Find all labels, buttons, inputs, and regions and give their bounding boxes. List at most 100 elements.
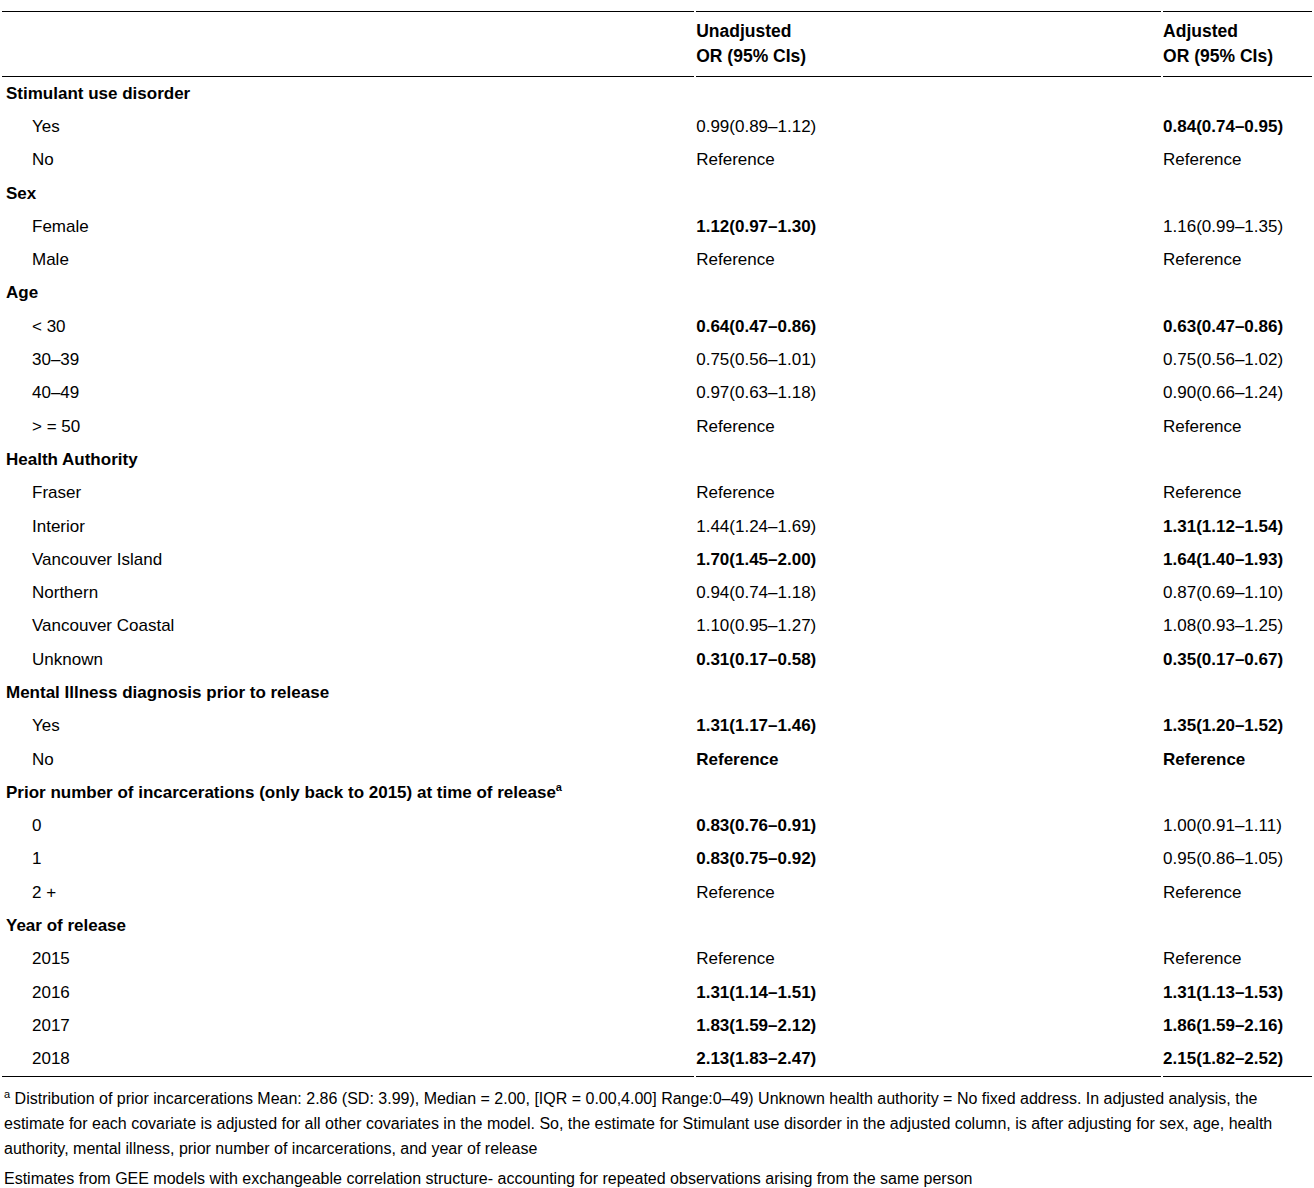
- adjusted-value: 1.64(1.40–1.93): [1163, 543, 1312, 576]
- adjusted-value: 0.87(0.69–1.10): [1163, 576, 1312, 609]
- unadjusted-value: Reference: [696, 876, 1161, 909]
- unadjusted-value: Reference: [696, 144, 1161, 177]
- data-row: 10.83(0.75–0.92)0.95(0.86–1.05): [2, 843, 1312, 876]
- section-label: Stimulant use disorder: [2, 77, 694, 110]
- unadjusted-value: 0.99(0.89–1.12): [696, 110, 1161, 143]
- unadjusted-value: 1.12(0.97–1.30): [696, 210, 1161, 243]
- unadjusted-value: 0.83(0.76–0.91): [696, 810, 1161, 843]
- adjusted-cell-empty: [1163, 277, 1312, 310]
- data-row: Vancouver Island1.70(1.45–2.00)1.64(1.40…: [2, 543, 1312, 576]
- adjusted-value: Reference: [1163, 743, 1312, 776]
- row-label: 40–49: [2, 377, 694, 410]
- footnote-gee: Estimates from GEE models with exchangea…: [4, 1166, 1300, 1188]
- unadjusted-value: Reference: [696, 243, 1161, 276]
- data-row: NoReferenceReference: [2, 144, 1312, 177]
- adjusted-value: 0.95(0.86–1.05): [1163, 843, 1312, 876]
- adjusted-cell-empty: [1163, 909, 1312, 942]
- unadjusted-value: Reference: [696, 477, 1161, 510]
- section-label-footnote-marker: a: [556, 781, 562, 793]
- section-header-row: Year of release: [2, 909, 1312, 942]
- adjusted-value: 1.00(0.91–1.11): [1163, 810, 1312, 843]
- data-row: 20182.13(1.83–2.47)2.15(1.82–2.52): [2, 1043, 1312, 1077]
- unadjusted-cell-empty: [696, 177, 1161, 210]
- unadjusted-value: 1.70(1.45–2.00): [696, 543, 1161, 576]
- adjusted-value: Reference: [1163, 144, 1312, 177]
- row-label: 30–39: [2, 343, 694, 376]
- data-row: Unknown0.31(0.17–0.58)0.35(0.17–0.67): [2, 643, 1312, 676]
- section-header-row: Sex: [2, 177, 1312, 210]
- row-label: No: [2, 743, 694, 776]
- header-unadjusted-line2: OR (95% CIs): [696, 44, 1161, 69]
- section-header-row: Health Authority: [2, 443, 1312, 476]
- adjusted-value: 1.31(1.12–1.54): [1163, 510, 1312, 543]
- unadjusted-value: 2.13(1.83–2.47): [696, 1043, 1161, 1077]
- footnote-a: a Distribution of prior incarcerations M…: [4, 1086, 1300, 1161]
- adjusted-value: 1.86(1.59–2.16): [1163, 1009, 1312, 1042]
- unadjusted-value: 1.83(1.59–2.12): [696, 1009, 1161, 1042]
- header-row: Unadjusted OR (95% CIs) Adjusted OR (95%…: [2, 11, 1312, 77]
- data-row: > = 50ReferenceReference: [2, 410, 1312, 443]
- footnotes: a Distribution of prior incarcerations M…: [0, 1077, 1314, 1188]
- section-header-row: Stimulant use disorder: [2, 77, 1312, 110]
- row-label: Male: [2, 243, 694, 276]
- section-header-row: Prior number of incarcerations (only bac…: [2, 776, 1312, 809]
- row-label: > = 50: [2, 410, 694, 443]
- adjusted-value: 0.63(0.47–0.86): [1163, 310, 1312, 343]
- data-row: < 300.64(0.47–0.86)0.63(0.47–0.86): [2, 310, 1312, 343]
- unadjusted-value: 1.31(1.17–1.46): [696, 710, 1161, 743]
- data-row: 2 +ReferenceReference: [2, 876, 1312, 909]
- adjusted-cell-empty: [1163, 443, 1312, 476]
- unadjusted-value: 0.31(0.17–0.58): [696, 643, 1161, 676]
- adjusted-value: Reference: [1163, 943, 1312, 976]
- section-label: Mental Illness diagnosis prior to releas…: [2, 676, 694, 709]
- data-row: Yes0.99(0.89–1.12)0.84(0.74–0.95): [2, 110, 1312, 143]
- adjusted-value: Reference: [1163, 477, 1312, 510]
- row-label: Yes: [2, 710, 694, 743]
- unadjusted-value: Reference: [696, 943, 1161, 976]
- odds-ratio-table: Unadjusted OR (95% CIs) Adjusted OR (95%…: [0, 11, 1314, 1077]
- data-row: FraserReferenceReference: [2, 477, 1312, 510]
- unadjusted-value: Reference: [696, 410, 1161, 443]
- unadjusted-value: 0.94(0.74–1.18): [696, 576, 1161, 609]
- header-unadjusted: Unadjusted OR (95% CIs): [696, 11, 1161, 77]
- row-label: 2 +: [2, 876, 694, 909]
- unadjusted-cell-empty: [696, 676, 1161, 709]
- data-row: NoReferenceReference: [2, 743, 1312, 776]
- header-adjusted-line2: OR (95% CIs): [1163, 44, 1312, 69]
- unadjusted-value: 0.83(0.75–0.92): [696, 843, 1161, 876]
- row-label: 0: [2, 810, 694, 843]
- data-row: 20161.31(1.14–1.51)1.31(1.13–1.53): [2, 976, 1312, 1009]
- row-label: Northern: [2, 576, 694, 609]
- adjusted-cell-empty: [1163, 77, 1312, 110]
- table-header: Unadjusted OR (95% CIs) Adjusted OR (95%…: [2, 11, 1312, 77]
- adjusted-value: Reference: [1163, 243, 1312, 276]
- row-label: 2015: [2, 943, 694, 976]
- adjusted-value: Reference: [1163, 876, 1312, 909]
- header-empty-cell: [2, 11, 694, 77]
- adjusted-value: 0.84(0.74–0.95): [1163, 110, 1312, 143]
- data-row: Northern0.94(0.74–1.18)0.87(0.69–1.10): [2, 576, 1312, 609]
- adjusted-value: 1.31(1.13–1.53): [1163, 976, 1312, 1009]
- unadjusted-cell-empty: [696, 909, 1161, 942]
- data-row: 00.83(0.76–0.91)1.00(0.91–1.11): [2, 810, 1312, 843]
- row-label: Yes: [2, 110, 694, 143]
- unadjusted-cell-empty: [696, 277, 1161, 310]
- row-label: Vancouver Coastal: [2, 610, 694, 643]
- row-label: No: [2, 144, 694, 177]
- data-row: 30–390.75(0.56–1.01)0.75(0.56–1.02): [2, 343, 1312, 376]
- unadjusted-value: 0.75(0.56–1.01): [696, 343, 1161, 376]
- section-label: Sex: [2, 177, 694, 210]
- row-label: Female: [2, 210, 694, 243]
- unadjusted-value: 1.10(0.95–1.27): [696, 610, 1161, 643]
- unadjusted-value: Reference: [696, 743, 1161, 776]
- row-label: Unknown: [2, 643, 694, 676]
- adjusted-value: Reference: [1163, 410, 1312, 443]
- unadjusted-cell-empty: [696, 443, 1161, 476]
- adjusted-value: 1.08(0.93–1.25): [1163, 610, 1312, 643]
- data-row: Female1.12(0.97–1.30)1.16(0.99–1.35): [2, 210, 1312, 243]
- header-adjusted-line1: Adjusted: [1163, 19, 1312, 44]
- header-unadjusted-line1: Unadjusted: [696, 19, 1161, 44]
- data-row: Yes1.31(1.17–1.46)1.35(1.20–1.52): [2, 710, 1312, 743]
- data-row: 2015ReferenceReference: [2, 943, 1312, 976]
- paper-table-page: Unadjusted OR (95% CIs) Adjusted OR (95%…: [0, 0, 1314, 1188]
